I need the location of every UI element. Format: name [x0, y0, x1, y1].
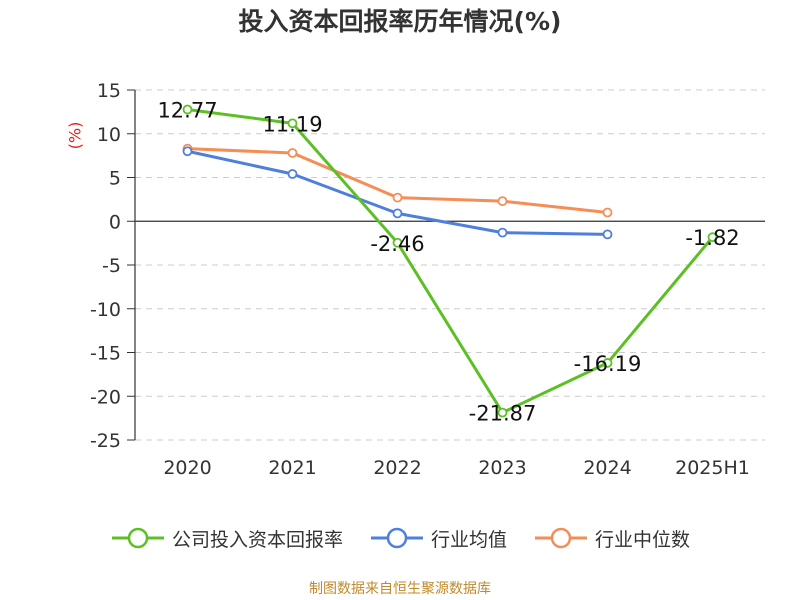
x-tick-label: 2023 — [478, 457, 526, 479]
data-label: -21.87 — [469, 402, 537, 426]
x-tick-label: 2024 — [583, 457, 631, 479]
data-label: -16.19 — [574, 352, 642, 376]
data-point — [497, 227, 508, 238]
x-tick-label: 2020 — [163, 457, 211, 479]
y-tick-label: -20 — [90, 386, 121, 408]
data-point — [287, 118, 298, 129]
chart-legend: 公司投入资本回报率 行业均值 行业中位数 — [0, 522, 800, 554]
data-label: -1.82 — [685, 226, 739, 250]
legend-line-circle-icon — [370, 527, 423, 549]
data-label: 12.77 — [157, 99, 217, 123]
legend-item[interactable]: 行业中位数 — [533, 522, 690, 554]
data-source-note: 制图数据来自恒生聚源数据库 — [309, 581, 491, 597]
y-tick-label: 0 — [109, 211, 121, 233]
line-chart: 15 10 5 0 -5 -10 -15 -20 -25 2020 2021 2022 2023 2024… — [90, 80, 765, 479]
y-tick-label: 15 — [97, 80, 121, 102]
data-point — [392, 208, 403, 219]
y-tick-label: -25 — [90, 430, 121, 452]
data-point — [392, 192, 403, 203]
legend-label: 行业中位数 — [595, 528, 691, 551]
x-tick-label: 2025H1 — [675, 457, 750, 479]
legend-label: 行业均值 — [430, 528, 507, 551]
x-tick-label: 2022 — [373, 457, 421, 479]
y-tick-label: -5 — [102, 255, 121, 277]
data-point — [392, 237, 403, 248]
data-point — [602, 207, 613, 218]
data-point — [182, 104, 193, 115]
legend-item[interactable]: 公司投入资本回报率 — [110, 522, 343, 554]
y-tick-label: 10 — [97, 124, 121, 146]
data-point — [497, 196, 508, 207]
chart-title: 投入资本回报率历年情况(%) — [238, 7, 562, 36]
y-axis-unit-label: (%) — [65, 121, 85, 150]
data-label: -2.46 — [370, 232, 424, 256]
legend-item[interactable]: 行业均值 — [369, 522, 507, 554]
legend-line-circle-icon — [111, 527, 164, 549]
legend-label: 公司投入资本回报率 — [171, 528, 343, 551]
series-line — [187, 147, 608, 214]
data-point — [602, 358, 613, 368]
x-tick-label: 2021 — [268, 457, 316, 479]
data-point — [707, 232, 718, 243]
data-point — [182, 146, 193, 157]
legend-line-circle-icon — [535, 527, 587, 549]
data-point — [287, 148, 298, 158]
data-label: 11.19 — [262, 112, 322, 136]
y-tick-label: -10 — [90, 299, 121, 321]
data-point — [287, 169, 298, 179]
y-tick-label: 5 — [109, 168, 121, 190]
y-tick-label: -15 — [90, 343, 121, 365]
data-point — [497, 407, 508, 418]
series-line — [187, 108, 714, 415]
data-point — [602, 229, 613, 240]
